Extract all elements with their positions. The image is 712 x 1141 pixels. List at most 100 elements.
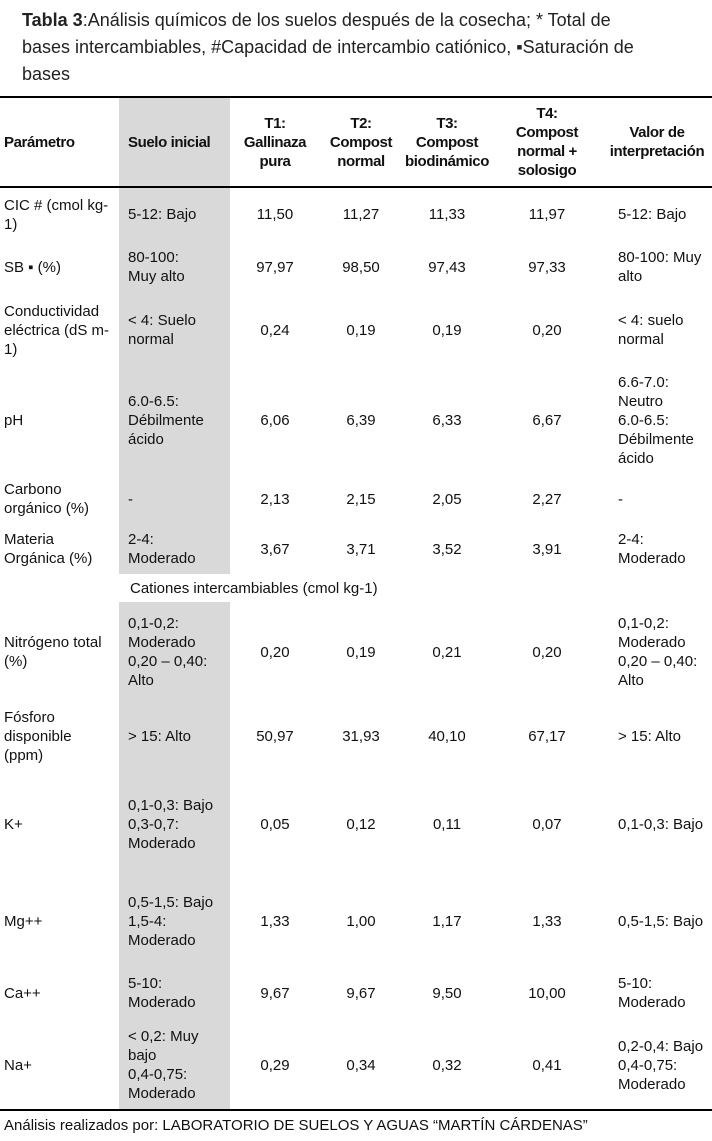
interpretation-cell: -	[618, 490, 623, 508]
t1-value-cell: 11,50	[256, 206, 294, 223]
table-row-ph: pH 6.0-6.5: Débilmente ácido 6,06 6,39 6…	[0, 367, 712, 474]
t2-value-cell: 0,19	[346, 643, 376, 661]
table-row-sodio: Na+ < 0,2: Muy bajo 0,4-0,75: Moderado 0…	[0, 1021, 712, 1110]
t1-value-cell: 0,05	[260, 815, 290, 833]
initial-soil-cell: 2-4: Moderado	[119, 524, 230, 574]
t4-value-cell: 97,33	[528, 258, 566, 276]
t2-value-cell: 1,00	[346, 912, 376, 930]
table-row-magnesio: Mg++ 0,5-1,5: Bajo 1,5-4: Moderado 1,33 …	[0, 877, 712, 965]
t2-value-cell: 0,12	[346, 815, 376, 833]
t2-value-cell: 6,39	[346, 412, 376, 429]
table-caption-text: :Análisis químicos de los suelos después…	[22, 10, 634, 84]
initial-soil-cell: 80-100: Muy alto	[119, 241, 230, 293]
param-cell: pH	[4, 412, 24, 429]
table-row-calcio: Ca++ 5-10: Moderado 9,67 9,67 9,50 10,00…	[0, 965, 712, 1021]
header-row: Parámetro Suelo inicial T1: Gallinaza pu…	[0, 97, 712, 188]
initial-soil-cell: 0,1-0,2: Moderado 0,20 – 0,40: Alto	[119, 602, 230, 702]
t1-value-cell: 0,29	[260, 1056, 290, 1074]
param-cell: Fósforo disponible (ppm)	[4, 709, 72, 764]
col-header-parametro: Parámetro	[0, 97, 119, 188]
t3-value-cell: 6,33	[432, 412, 462, 429]
interpretation-cell: < 4: suelo normal	[618, 312, 684, 348]
t3-value-cell: 0,11	[432, 815, 462, 833]
t2-value-cell: 98,50	[342, 258, 380, 276]
t3-value-cell: 1,17	[432, 912, 462, 930]
t4-value-cell: 6,67	[532, 412, 562, 429]
param-cell: Carbono orgánico (%)	[4, 481, 90, 517]
col-header-valor-interpretacion: Valor de interpretación	[602, 97, 712, 188]
t4-value-cell: 0,20	[532, 643, 562, 661]
interpretation-cell: 6.6-7.0: Neutro 6.0-6.5: Débilmente ácid…	[618, 374, 694, 467]
interpretation-cell: 5-12: Bajo	[618, 206, 687, 223]
t3-value-cell: 11,33	[428, 206, 466, 223]
t1-value-cell: 0,24	[260, 321, 290, 339]
t1-value-cell: 3,67	[260, 540, 290, 558]
t3-value-cell: 97,43	[428, 258, 466, 276]
col-header-t1: T1: Gallinaza pura	[230, 97, 320, 188]
t2-value-cell: 2,15	[346, 490, 376, 508]
param-cell: Materia Orgánica (%)	[4, 531, 93, 567]
initial-soil-cell: 0,1-0,3: Bajo 0,3-0,7: Moderado	[119, 771, 230, 877]
section-label: Cationes intercambiables (cmol kg-1)	[130, 579, 378, 597]
t3-value-cell: 0,32	[432, 1056, 462, 1074]
interpretation-cell: 0,1-0,2: Moderado 0,20 – 0,40: Alto	[618, 615, 698, 689]
initial-soil-cell: 0,5-1,5: Bajo 1,5-4: Moderado	[119, 877, 230, 965]
interpretation-cell: 0,1-0,3: Bajo	[618, 815, 704, 833]
t4-value-cell: 0,07	[532, 815, 562, 833]
initial-soil-cell: < 0,2: Muy bajo 0,4-0,75: Moderado	[119, 1021, 230, 1110]
col-header-suelo-inicial: Suelo inicial	[119, 97, 230, 188]
t2-value-cell: 3,71	[346, 540, 376, 558]
initial-soil-cell: 6.0-6.5: Débilmente ácido	[119, 367, 230, 474]
t4-value-cell: 0,20	[532, 321, 562, 339]
t1-value-cell: 2,13	[260, 490, 290, 508]
table-row-cic: CIC # (cmol kg-1) 5-12: Bajo 11,50 11,27…	[0, 187, 712, 241]
t2-value-cell: 0,34	[346, 1056, 376, 1074]
table-row-nitrogeno: Nitrógeno total (%) 0,1-0,2: Moderado 0,…	[0, 602, 712, 702]
t3-value-cell: 0,21	[432, 643, 462, 661]
param-cell: Nitrógeno total (%)	[4, 634, 102, 670]
t3-value-cell: 0,19	[432, 321, 462, 339]
table-caption: Tabla 3:Análisis químicos de los suelos …	[0, 0, 676, 96]
interpretation-cell: 0,2-0,4: Bajo 0,4-0,75: Moderado	[618, 1037, 704, 1093]
initial-soil-cell: 5-10: Moderado	[119, 965, 230, 1021]
table-row-carbono: Carbono orgánico (%) - 2,13 2,15 2,05 2,…	[0, 474, 712, 524]
t1-value-cell: 50,97	[256, 728, 294, 745]
table-row-conductividad: Conductividad eléctrica (dS m-1) < 4: Su…	[0, 293, 712, 367]
interpretation-cell: > 15: Alto	[618, 728, 681, 745]
t4-value-cell: 3,91	[532, 540, 562, 558]
param-cell: SB ▪ (%)	[4, 258, 61, 276]
t3-value-cell: 2,05	[432, 490, 462, 508]
t1-value-cell: 97,97	[256, 258, 294, 276]
t3-value-cell: 40,10	[428, 728, 466, 745]
table-row-sb: SB ▪ (%) 80-100: Muy alto 97,97 98,50 97…	[0, 241, 712, 293]
interpretation-cell: 2-4: Moderado	[618, 531, 686, 567]
t3-value-cell: 3,52	[432, 540, 462, 558]
initial-soil-cell: < 4: Suelo normal	[119, 293, 230, 367]
table-row-materia-organica: Materia Orgánica (%) 2-4: Moderado 3,67 …	[0, 524, 712, 574]
table-row-potasio: K+ 0,1-0,3: Bajo 0,3-0,7: Moderado 0,05 …	[0, 771, 712, 877]
param-cell: Conductividad eléctrica (dS m-1)	[4, 302, 110, 358]
param-cell: K+	[4, 815, 23, 833]
col-header-t3: T3: Compost biodinámico	[402, 97, 492, 188]
t2-value-cell: 9,67	[346, 984, 376, 1002]
col-header-t4: T4: Compost normal + solosigo	[492, 97, 602, 188]
t3-value-cell: 9,50	[432, 984, 462, 1002]
initial-soil-cell: -	[119, 474, 230, 524]
param-cell: Mg++	[4, 912, 43, 930]
interpretation-cell: 0,5-1,5: Bajo	[618, 912, 704, 930]
t1-value-cell: 9,67	[260, 984, 290, 1002]
footer-note: Análisis realizados por: LABORATORIO DE …	[4, 1117, 588, 1134]
table-row-fosforo: Fósforo disponible (ppm) > 15: Alto 50,9…	[0, 702, 712, 771]
t4-value-cell: 67,17	[528, 728, 566, 745]
t4-value-cell: 10,00	[528, 984, 566, 1002]
t4-value-cell: 1,33	[532, 912, 562, 930]
t1-value-cell: 6,06	[260, 412, 290, 429]
t2-value-cell: 11,27	[342, 206, 380, 223]
initial-soil-cell: > 15: Alto	[119, 702, 230, 771]
t1-value-cell: 1,33	[260, 912, 290, 930]
t4-value-cell: 2,27	[532, 490, 562, 508]
initial-soil-cell: 5-12: Bajo	[119, 187, 230, 241]
table-caption-label: Tabla 3	[22, 10, 83, 30]
interpretation-cell: 80-100: Muy alto	[618, 249, 702, 285]
